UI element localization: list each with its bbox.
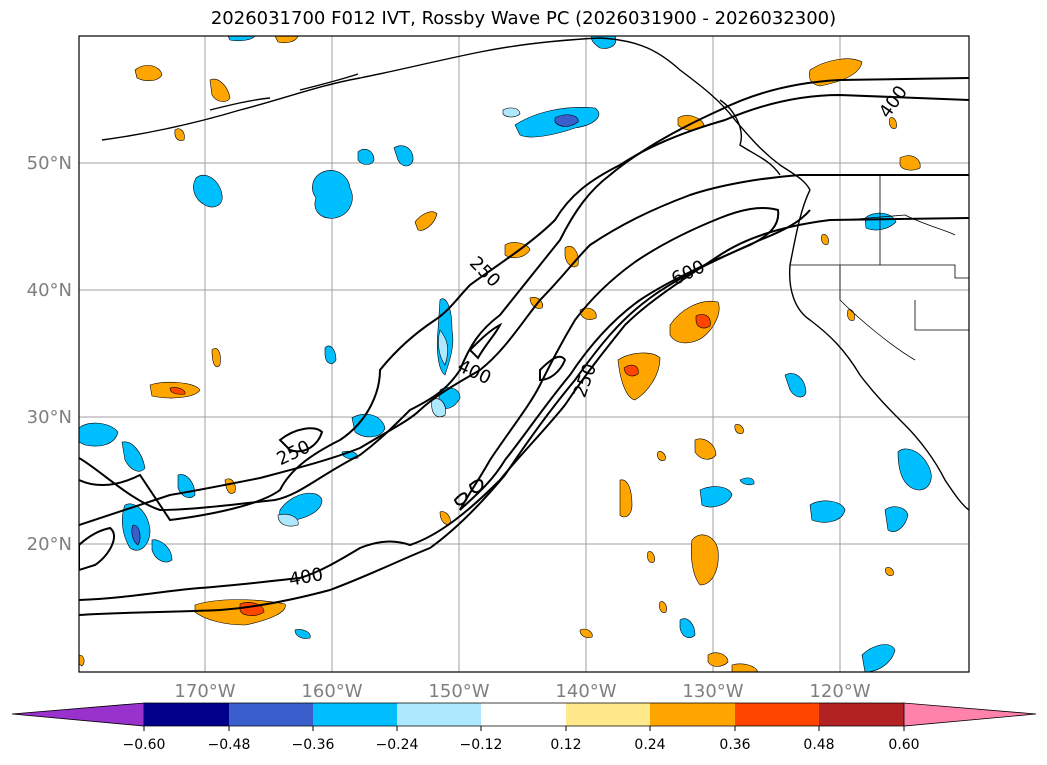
longitude-labels: 170°W 160°W 150°W 140°W 130°W 120°W [174, 681, 870, 702]
colorbar-segment-5 [481, 703, 566, 726]
lon-label-160w: 160°W [301, 681, 362, 702]
colorbar-extend-low [11, 702, 145, 727]
lon-label-170w: 170°W [174, 681, 235, 702]
lon-label-150w: 150°W [428, 681, 489, 702]
colorbar-tick-1: −0.60 [123, 737, 166, 753]
map-title: 2026031700 F012 IVT, Rossby Wave PC (202… [210, 8, 837, 29]
lat-label-20: 20°N [27, 534, 72, 555]
positive-anomaly-shading [79, 36, 921, 672]
colorbar-segment-1 [144, 703, 229, 726]
colorbar-tick-8: 0.36 [719, 737, 750, 753]
colorbar-segment-3 [313, 703, 397, 726]
colorbar-tick-6: 0.12 [550, 737, 581, 753]
lon-label-130w: 130°W [682, 681, 743, 702]
latitude-labels: 50°N 40°N 30°N 20°N [27, 153, 72, 555]
map-frame [78, 35, 970, 673]
colorbar-segment-6 [566, 703, 650, 726]
colorbar-tick-10: 0.60 [888, 737, 919, 753]
colorbar-tick-9: 0.48 [803, 737, 834, 753]
colorbar-segment-9 [819, 703, 904, 726]
colorbar-extend-high [903, 702, 1037, 727]
colorbar-tick-4: −0.24 [376, 737, 419, 753]
lon-label-120w: 120°W [809, 681, 870, 702]
negative-anomaly-shading [79, 36, 932, 672]
colorbar: −0.60 −0.48 −0.36 −0.24 −0.12 0.12 0.24 … [11, 702, 1037, 753]
state-borders [790, 174, 969, 361]
colorbar-tick-5: −0.12 [460, 737, 503, 753]
lon-label-140w: 140°W [555, 681, 616, 702]
lat-label-40: 40°N [27, 280, 72, 301]
lat-label-30: 30°N [27, 407, 72, 428]
colorbar-tick-7: 0.24 [634, 737, 665, 753]
colorbar-tick-3: −0.36 [292, 737, 335, 753]
map-background [79, 36, 969, 672]
lat-label-50: 50°N [27, 153, 72, 174]
colorbar-segment-2 [229, 703, 313, 726]
colorbar-segment-7 [650, 703, 735, 726]
ivt-contours [79, 77, 969, 616]
colorbar-tick-2: −0.48 [208, 737, 251, 753]
colorbar-segment-4 [397, 703, 481, 726]
colorbar-segment-8 [735, 703, 819, 726]
